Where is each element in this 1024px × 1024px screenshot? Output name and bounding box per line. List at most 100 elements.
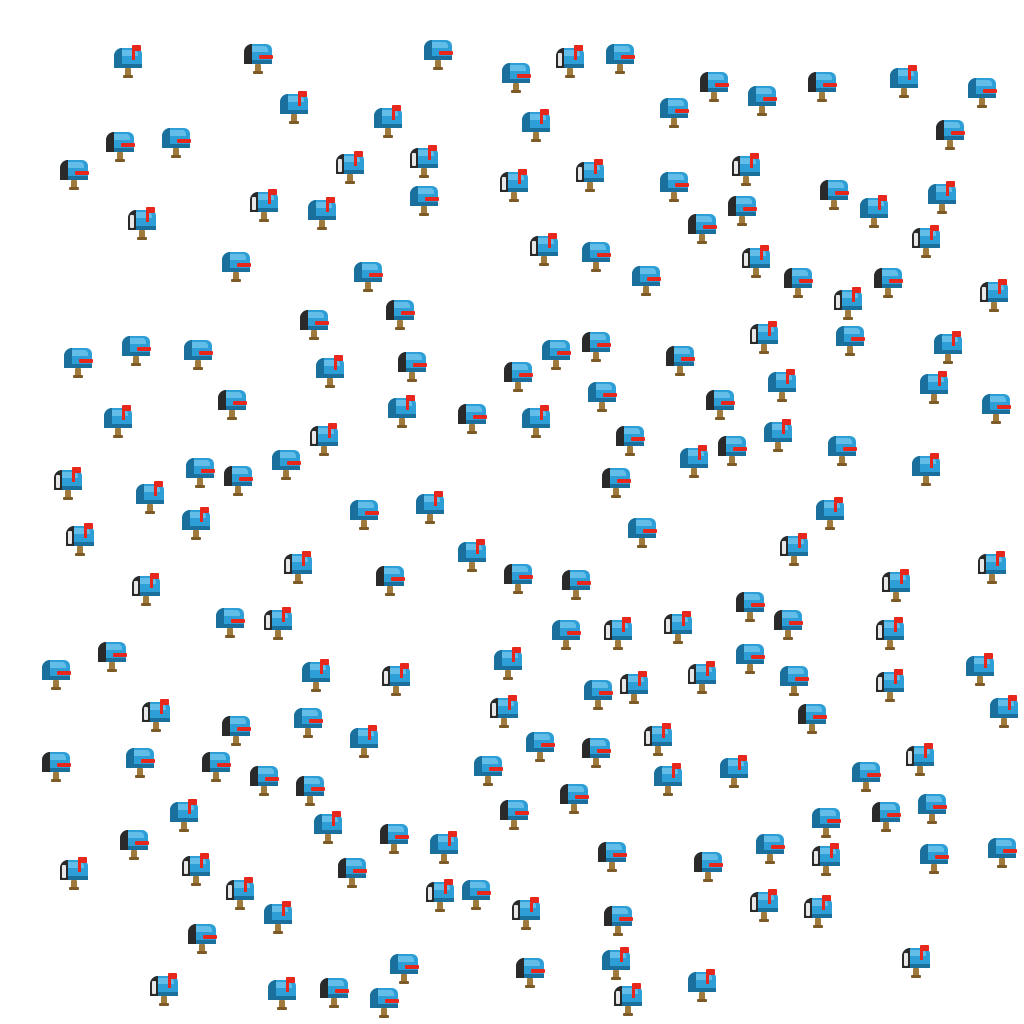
mailbox-open-empty-icon <box>725 192 759 228</box>
mailbox-closed-flag-down-icon <box>915 790 949 826</box>
mailbox-open-empty-icon <box>185 920 219 956</box>
mailbox-open-with-mail-icon <box>809 842 843 878</box>
mailbox-open-empty-icon <box>697 68 731 104</box>
mailbox-open-empty-icon <box>817 176 851 212</box>
mailbox-open-empty-icon <box>805 68 839 104</box>
mailbox-closed-flag-up-icon <box>677 444 711 480</box>
mailbox-closed-flag-up-icon <box>519 404 553 440</box>
mailbox-open-with-mail-icon <box>641 722 675 758</box>
mailbox-open-empty-icon <box>501 560 535 596</box>
mailbox-closed-flag-up-icon <box>717 754 751 790</box>
mailbox-open-empty-icon <box>691 848 725 884</box>
mailbox-closed-flag-up-icon <box>413 490 447 526</box>
mailbox-closed-flag-down-icon <box>657 94 691 130</box>
mailbox-open-empty-icon <box>297 306 331 342</box>
mailbox-open-empty-icon <box>103 128 137 164</box>
mailbox-closed-flag-down-icon <box>579 238 613 274</box>
mailbox-closed-flag-up-icon <box>931 330 965 366</box>
mailbox-open-with-mail-icon <box>423 878 457 914</box>
mailbox-open-with-mail-icon <box>527 232 561 268</box>
mailbox-open-empty-icon <box>95 638 129 674</box>
mailbox-closed-flag-up-icon <box>761 418 795 454</box>
mailbox-closed-flag-up-icon <box>765 368 799 404</box>
mailbox-closed-flag-up-icon <box>857 194 891 230</box>
mailbox-closed-flag-down-icon <box>291 704 325 740</box>
mailbox-open-with-mail-icon <box>873 668 907 704</box>
mailbox-closed-flag-down-icon <box>39 656 73 692</box>
mailbox-open-with-mail-icon <box>553 44 587 80</box>
mailbox-open-empty-icon <box>579 734 613 770</box>
mailbox-open-with-mail-icon <box>661 610 695 646</box>
mailbox-open-empty-icon <box>715 432 749 468</box>
mailbox-open-empty-icon <box>869 798 903 834</box>
mailbox-open-empty-icon <box>117 826 151 862</box>
mailbox-open-with-mail-icon <box>685 660 719 696</box>
mailbox-closed-flag-down-icon <box>539 336 573 372</box>
mailbox-open-with-mail-icon <box>139 698 173 734</box>
mailbox-closed-flag-down-icon <box>581 676 615 712</box>
mailbox-open-empty-icon <box>557 780 591 816</box>
mailbox-closed-flag-down-icon <box>985 834 1019 870</box>
mailbox-open-empty-icon <box>395 348 429 384</box>
mailbox-closed-flag-up-icon <box>599 946 633 982</box>
mailbox-closed-flag-up-icon <box>299 658 333 694</box>
mailbox-closed-flag-up-icon <box>455 538 489 574</box>
mailbox-open-with-mail-icon <box>747 888 781 924</box>
mailbox-open-empty-icon <box>215 386 249 422</box>
mailbox-open-with-mail-icon <box>125 206 159 242</box>
mailbox-open-with-mail-icon <box>497 168 531 204</box>
mailbox-closed-flag-up-icon <box>311 810 345 846</box>
mailbox-closed-flag-down-icon <box>407 182 441 218</box>
mailbox-closed-flag-down-icon <box>809 804 843 840</box>
mailbox-closed-flag-up-icon <box>917 370 951 406</box>
mailbox-closed-flag-up-icon <box>685 968 719 1004</box>
mailbox-closed-flag-up-icon <box>385 394 419 430</box>
mailbox-closed-flag-up-icon <box>111 44 145 80</box>
mailbox-closed-flag-up-icon <box>101 404 135 440</box>
mailbox-closed-flag-down-icon <box>603 40 637 76</box>
mailbox-open-with-mail-icon <box>573 158 607 194</box>
mailbox-open-empty-icon <box>501 358 535 394</box>
mailbox-open-empty-icon <box>219 712 253 748</box>
mailbox-open-with-mail-icon <box>281 550 315 586</box>
mailbox-closed-flag-up-icon <box>179 506 213 542</box>
mailbox-open-with-mail-icon <box>509 896 543 932</box>
mailbox-open-with-mail-icon <box>51 466 85 502</box>
mailbox-open-with-mail-icon <box>899 944 933 980</box>
mailbox-closed-flag-down-icon <box>123 744 157 780</box>
mailbox-open-empty-icon <box>513 954 547 990</box>
mailbox-closed-flag-down-icon <box>625 514 659 550</box>
mailbox-open-empty-icon <box>613 422 647 458</box>
mailbox-open-with-mail-icon <box>831 286 865 322</box>
mailbox-open-empty-icon <box>199 748 233 784</box>
mailbox-open-empty-icon <box>599 464 633 500</box>
mailbox-closed-flag-down-icon <box>965 74 999 110</box>
mailbox-closed-flag-down-icon <box>471 752 505 788</box>
mailbox-open-empty-icon <box>601 902 635 938</box>
mailbox-closed-flag-up-icon <box>261 900 295 936</box>
mailbox-open-empty-icon <box>241 40 275 76</box>
mailbox-closed-flag-down-icon <box>777 662 811 698</box>
mailbox-closed-flag-down-icon <box>269 446 303 482</box>
mailbox-open-with-mail-icon <box>333 150 367 186</box>
mailbox-closed-flag-down-icon <box>833 322 867 358</box>
mailbox-closed-flag-up-icon <box>925 180 959 216</box>
mailbox-closed-flag-down-icon <box>61 344 95 380</box>
mailbox-open-empty-icon <box>579 328 613 364</box>
mailbox-open-empty-icon <box>221 462 255 498</box>
mailbox-closed-flag-up-icon <box>813 496 847 532</box>
mailbox-open-empty-icon <box>497 796 531 832</box>
mailbox-open-with-mail-icon <box>909 224 943 260</box>
mailbox-open-empty-icon <box>733 588 767 624</box>
mailbox-closed-flag-down-icon <box>825 432 859 468</box>
mailbox-closed-flag-up-icon <box>491 646 525 682</box>
mailbox-closed-flag-up-icon <box>963 652 997 688</box>
mailbox-closed-flag-up-icon <box>651 762 685 798</box>
mailbox-open-empty-icon <box>933 116 967 152</box>
mailbox-open-empty-icon <box>595 838 629 874</box>
mailbox-closed-flag-up-icon <box>277 90 311 126</box>
mailbox-open-with-mail-icon <box>261 606 295 642</box>
mailbox-closed-flag-up-icon <box>987 694 1021 730</box>
mailbox-closed-flag-up-icon <box>427 830 461 866</box>
